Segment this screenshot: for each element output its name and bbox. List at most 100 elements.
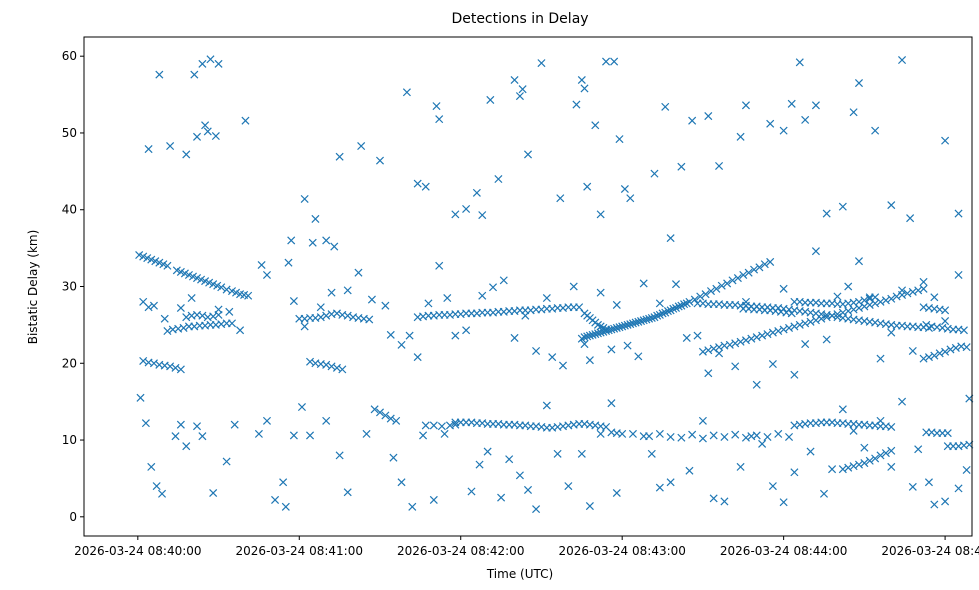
data-point-marker [922, 320, 931, 329]
data-point-marker [962, 465, 971, 475]
data-point-marker [647, 449, 656, 458]
data-point-marker [357, 141, 366, 151]
data-point-marker [690, 295, 699, 304]
data-point-marker [962, 343, 971, 352]
data-point-marker [828, 465, 837, 474]
data-point-marker [230, 420, 239, 429]
data-point-marker [795, 58, 804, 67]
data-point-marker [330, 242, 339, 251]
data-point-marker [499, 276, 508, 285]
data-point-marker [518, 85, 527, 94]
data-point-marker [790, 322, 799, 331]
data-point-marker [322, 416, 331, 425]
data-point-marker [176, 365, 185, 374]
data-point-marker [316, 303, 325, 312]
data-point-marker [515, 92, 524, 101]
chart-title: Detections in Delay [451, 11, 588, 27]
data-point-marker [806, 447, 815, 456]
data-point-marker [375, 156, 385, 165]
data-point-marker [943, 429, 952, 438]
data-point-marker [736, 462, 745, 471]
data-point-marker [906, 214, 915, 223]
data-point-marker [930, 293, 939, 302]
data-point-marker [435, 115, 444, 124]
data-point-marker [440, 429, 449, 438]
data-point-marker [262, 270, 272, 280]
data-point-marker [322, 236, 331, 245]
data-point-marker [413, 353, 422, 362]
data-point-marker [343, 488, 352, 497]
data-point-marker [171, 432, 180, 441]
data-point-marker [677, 433, 686, 442]
data-point-marker [623, 320, 632, 329]
data-point-marker [521, 311, 530, 320]
data-point-marker [429, 421, 438, 430]
data-point-marker [903, 289, 912, 298]
data-point-marker [720, 497, 729, 506]
data-point-marker [623, 341, 632, 350]
data-point-marker [419, 431, 428, 440]
data-point-marker [602, 325, 611, 334]
data-point-marker [306, 431, 315, 440]
data-point-marker [669, 304, 678, 313]
data-point-marker [365, 315, 374, 324]
data-point-marker [362, 429, 371, 438]
data-point-marker [386, 330, 395, 339]
data-point-marker [698, 347, 707, 356]
data-point-marker [941, 317, 950, 326]
data-point-marker [954, 484, 963, 493]
data-point-marker [701, 290, 710, 299]
data-point-marker [744, 268, 753, 277]
data-point-marker [768, 360, 777, 369]
data-point-marker [338, 365, 347, 374]
data-point-marker [620, 184, 629, 194]
data-point-marker [217, 283, 226, 292]
data-point-marker [136, 393, 145, 402]
data-point-marker [171, 363, 180, 372]
data-point-marker [811, 101, 820, 110]
data-point-marker [634, 317, 643, 326]
data-point-marker [163, 261, 172, 270]
data-point-marker [583, 332, 592, 341]
data-point-marker [322, 311, 331, 320]
data-point-marker [750, 265, 759, 274]
data-point-marker [790, 370, 799, 379]
data-point-marker [731, 430, 740, 439]
data-point-marker [919, 354, 928, 363]
data-point-marker [647, 313, 656, 322]
data-point-marker [332, 363, 341, 372]
data-point-marker [620, 321, 629, 330]
data-point-marker [712, 284, 721, 293]
data-point-marker [244, 291, 253, 300]
data-point-marker [152, 482, 161, 491]
data-point-marker [486, 95, 495, 104]
data-point-marker [628, 319, 637, 328]
data-point-marker [462, 204, 471, 213]
data-point-marker [677, 162, 686, 171]
data-point-marker [639, 432, 648, 441]
data-point-marker [688, 116, 697, 125]
data-point-marker [919, 284, 928, 293]
data-point-marker [542, 401, 551, 410]
data-point-marker [607, 399, 616, 408]
data-point-marker [819, 489, 829, 498]
data-point-marker [176, 420, 185, 429]
data-point-marker [435, 261, 444, 270]
data-point-marker [801, 319, 810, 328]
data-point-marker [279, 478, 288, 487]
data-point-marker [271, 495, 280, 504]
data-point-marker [924, 478, 933, 487]
data-point-marker [760, 260, 769, 269]
data-point-marker [959, 326, 968, 335]
y-tick-label: 40 [62, 203, 77, 217]
data-point-marker [149, 359, 158, 368]
data-point-marker [768, 482, 777, 491]
data-point-marker [790, 468, 799, 477]
data-point-marker [478, 291, 487, 300]
data-point-marker [682, 333, 691, 342]
data-point-marker [618, 322, 627, 331]
data-point-marker [919, 277, 928, 286]
data-point-marker [822, 313, 831, 322]
data-point-marker [849, 462, 858, 471]
y-axis-label: Bistatic Delay (km) [26, 230, 40, 345]
